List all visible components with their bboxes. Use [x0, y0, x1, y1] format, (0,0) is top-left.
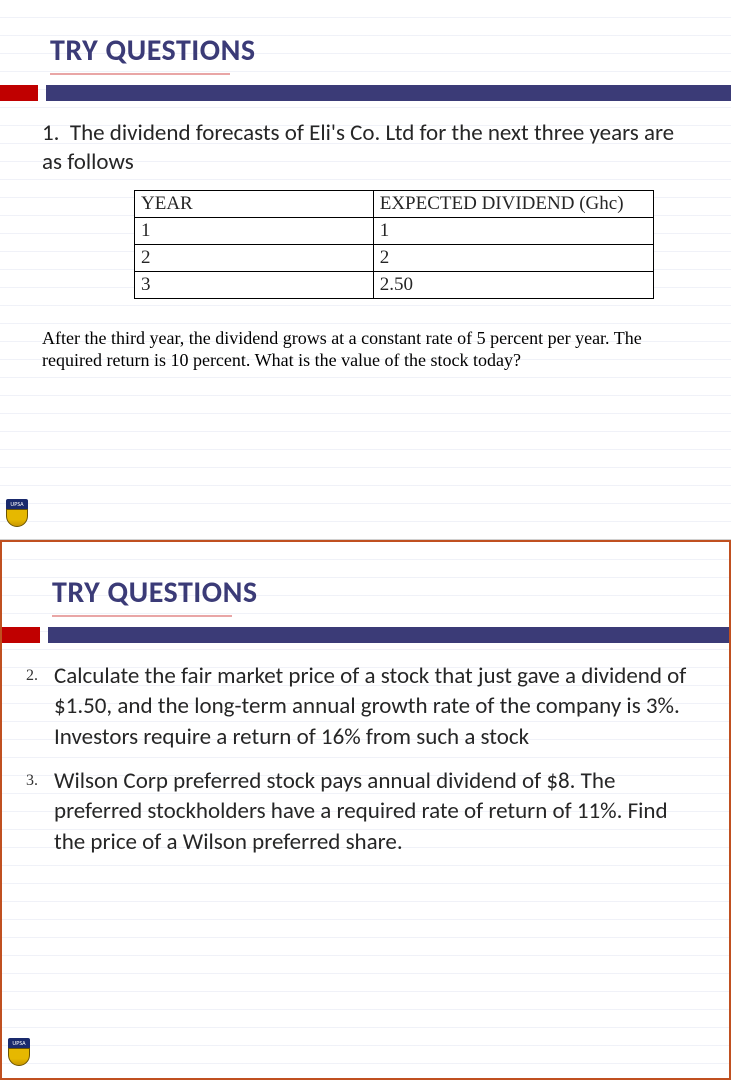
- table-header-row: YEAR EXPECTED DIVIDEND (Ghc): [135, 190, 654, 217]
- question-text: Wilson Corp preferred stock pays annual …: [54, 766, 699, 857]
- slide-1: TRY QUESTIONS 1. The dividend forecasts …: [0, 0, 731, 540]
- question-1-followup: After the third year, the dividend grows…: [42, 327, 689, 372]
- slide-title: TRY QUESTIONS: [0, 0, 731, 77]
- cell-year: 1: [135, 217, 374, 244]
- upsa-badge-icon: UPSA: [8, 1038, 36, 1068]
- question-text: The dividend forecasts of Eli's Co. Ltd …: [42, 119, 674, 176]
- title-underline: [50, 73, 230, 75]
- cell-year: 2: [135, 244, 374, 271]
- slide-content: 1. The dividend forecasts of Eli's Co. L…: [0, 119, 731, 372]
- cell-year: 3: [135, 271, 374, 298]
- cell-div: 2: [373, 244, 653, 271]
- col-year: YEAR: [135, 190, 374, 217]
- table-row: 3 2.50: [135, 271, 654, 298]
- table-row: 1 1: [135, 217, 654, 244]
- dividend-table: YEAR EXPECTED DIVIDEND (Ghc) 1 1 2 2 3 2…: [134, 190, 654, 299]
- question-list: 2. Calculate the fair market price of a …: [2, 661, 729, 857]
- title-underline: [52, 615, 232, 617]
- table-row: 2 2: [135, 244, 654, 271]
- upsa-badge-icon: UPSA: [6, 499, 34, 529]
- question-text: Calculate the fair market price of a sto…: [54, 661, 699, 752]
- slide-title: TRY QUESTIONS: [2, 542, 729, 619]
- col-dividend: EXPECTED DIVIDEND (Ghc): [373, 190, 653, 217]
- cell-div: 1: [373, 217, 653, 244]
- question-1-stem: 1. The dividend forecasts of Eli's Co. L…: [42, 119, 689, 178]
- cell-div: 2.50: [373, 271, 653, 298]
- question-item: 2. Calculate the fair market price of a …: [14, 661, 699, 752]
- question-number: 1.: [42, 119, 59, 147]
- slide-2: TRY QUESTIONS 2. Calculate the fair mark…: [0, 540, 731, 1080]
- badge-label: UPSA: [8, 1038, 30, 1048]
- accent-bar: [0, 85, 731, 101]
- question-number: 2.: [14, 661, 38, 752]
- question-number: 3.: [14, 766, 38, 857]
- badge-label: UPSA: [6, 499, 28, 509]
- accent-bar: [2, 627, 729, 643]
- question-item: 3. Wilson Corp preferred stock pays annu…: [14, 766, 699, 857]
